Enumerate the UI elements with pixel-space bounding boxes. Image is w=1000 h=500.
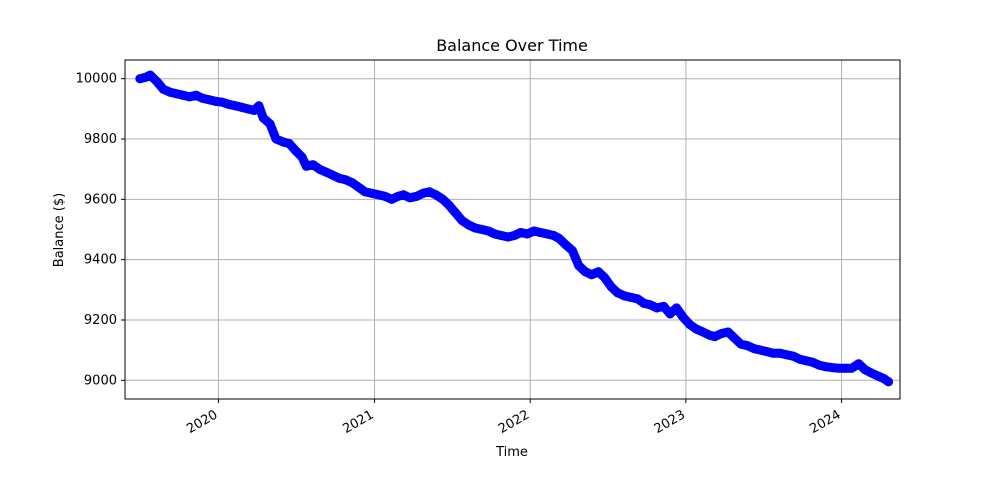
data-point [633, 294, 643, 304]
y-tick-label: 9400 [84, 253, 117, 268]
data-point [808, 357, 818, 367]
data-point [224, 99, 234, 109]
data-point [613, 288, 623, 298]
data-point [444, 200, 454, 210]
data-point [301, 161, 311, 171]
data-point [847, 363, 857, 373]
data-point [593, 267, 603, 277]
data-point [158, 84, 168, 94]
data-point [265, 119, 275, 129]
data-point [665, 309, 675, 319]
data-point [554, 234, 564, 243]
data-point [308, 160, 318, 170]
data-point [723, 327, 733, 337]
data-point [782, 350, 791, 360]
data-point [291, 146, 301, 156]
data-point [496, 231, 506, 240]
data-point [884, 377, 893, 387]
data-point [210, 96, 220, 106]
data-point [451, 208, 461, 218]
data-point [271, 134, 281, 144]
data-point [254, 101, 264, 111]
plot-frame [124, 59, 901, 400]
data-point [606, 282, 616, 292]
y-tick-label: 9800 [84, 132, 117, 147]
y-axis-label: Balance ($) [52, 193, 67, 267]
data-point [574, 261, 584, 271]
data-point [522, 229, 532, 239]
data-point [768, 348, 778, 358]
y-tick-label: 9000 [84, 373, 117, 388]
data-point [315, 164, 324, 174]
data-point [600, 273, 610, 283]
data-point [691, 324, 701, 334]
data-point [341, 175, 350, 185]
y-axis: 9000 9200 9400 9600 9800 10000 [76, 72, 125, 388]
data-point [840, 363, 850, 373]
data-point [672, 303, 681, 313]
data-point [561, 240, 571, 250]
y-tick-label: 9600 [84, 192, 117, 207]
data-point [152, 77, 162, 87]
data-point [284, 139, 294, 148]
x-axis-label: Time [495, 445, 528, 460]
data-point [652, 303, 662, 313]
data-point [470, 223, 480, 233]
data-point [380, 191, 390, 201]
data-point [354, 182, 364, 192]
data-point [405, 193, 415, 203]
data-point [457, 216, 467, 225]
y-tick-label: 10000 [76, 72, 117, 87]
y-tick-label: 9200 [84, 313, 117, 328]
data-point [535, 228, 545, 237]
data-point [567, 246, 577, 256]
data-point [626, 292, 636, 302]
data-point [685, 320, 695, 329]
data-point [834, 363, 844, 373]
data-point [872, 371, 882, 381]
data-point [431, 190, 441, 200]
data-point [145, 70, 155, 80]
chart-title: Balance Over Time [436, 36, 588, 55]
data-point [587, 270, 597, 280]
data-point [742, 341, 752, 351]
data-point [854, 359, 864, 369]
data-point [716, 329, 726, 339]
data-point [184, 92, 194, 102]
data-point [730, 333, 739, 343]
data-point [367, 188, 376, 198]
data-point [347, 178, 357, 188]
data-point [258, 113, 268, 123]
series-layer [135, 70, 893, 387]
data-point [297, 152, 307, 162]
data-point [678, 312, 688, 322]
data-point [659, 301, 669, 311]
grid-lines [125, 60, 900, 399]
data-point [438, 194, 448, 204]
